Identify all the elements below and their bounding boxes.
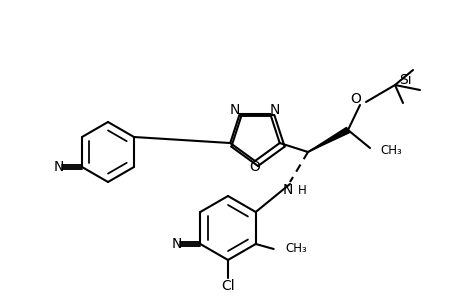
Text: H: H [297,184,306,196]
Text: O: O [350,92,361,106]
Text: CH₃: CH₃ [379,143,401,157]
Text: Si: Si [398,73,410,87]
Text: O: O [249,160,260,174]
Text: Cl: Cl [221,279,234,293]
Text: N: N [54,160,64,174]
Text: CH₃: CH₃ [285,242,307,256]
Text: N: N [229,103,240,117]
Text: N: N [172,237,182,251]
Text: N: N [269,103,280,117]
Polygon shape [308,128,349,152]
Text: N: N [282,183,292,197]
